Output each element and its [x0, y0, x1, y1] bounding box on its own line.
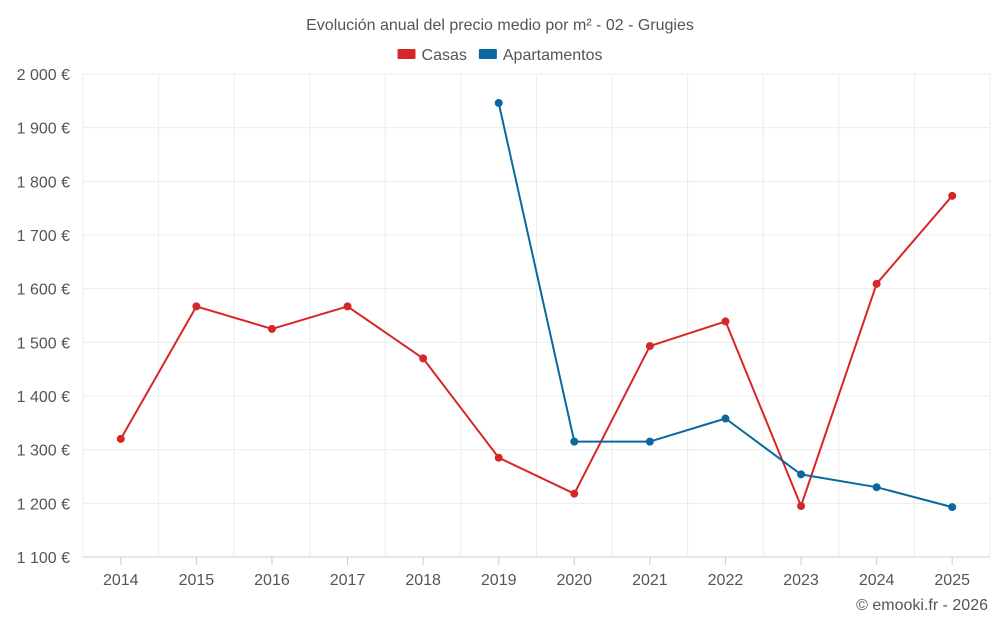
x-tick-label: 2018 — [405, 572, 441, 589]
data-point-casas[interactable] — [721, 317, 730, 326]
y-axis-ticks: 1 100 € 1 200 € 1 300 € 1 400 € 1 500 € 1 600… — [17, 67, 70, 567]
data-point-apartamentos[interactable] — [872, 483, 881, 492]
data-point-apartamentos[interactable] — [494, 98, 503, 107]
x-tick-label: 2023 — [783, 572, 819, 589]
x-tick-label: 2021 — [632, 572, 668, 589]
series-line-casas — [119, 195, 953, 507]
x-tick-label: 2016 — [254, 572, 290, 589]
data-point-casas[interactable] — [116, 434, 125, 443]
y-tick-label: 1 800 € — [17, 174, 70, 191]
data-point-apartamentos[interactable] — [797, 470, 806, 479]
series-casas — [116, 191, 957, 511]
x-tick-label: 2017 — [330, 572, 366, 589]
data-point-casas[interactable] — [948, 191, 957, 200]
y-tick-label: 1 500 € — [17, 335, 70, 352]
data-point-casas[interactable] — [797, 502, 806, 511]
x-tick-label: 2020 — [556, 572, 592, 589]
y-tick-label: 1 900 € — [17, 121, 70, 138]
series-line-apartamentos — [497, 102, 953, 509]
data-point-casas[interactable] — [570, 489, 579, 498]
data-point-casas[interactable] — [872, 279, 881, 288]
y-tick-label: 1 200 € — [17, 496, 70, 513]
y-tick-label: 1 700 € — [17, 228, 70, 245]
y-tick-label: 1 600 € — [17, 282, 70, 299]
chart-title: Evolución anual del precio medio por m² … — [306, 17, 694, 34]
legend-label: Apartamentos — [503, 47, 603, 64]
x-tick-label: 2019 — [481, 572, 517, 589]
legend-swatch — [397, 49, 416, 59]
x-tick-label: 2024 — [859, 572, 895, 589]
grid — [82, 73, 991, 558]
legend-item-casas[interactable]: Casas — [397, 47, 467, 64]
series-group — [116, 98, 957, 512]
x-tick-label: 2015 — [179, 572, 215, 589]
y-tick-label: 1 100 € — [17, 550, 70, 567]
y-tick-label: 2 000 € — [17, 67, 70, 84]
x-tick-label: 2014 — [103, 572, 139, 589]
y-tick-label: 1 400 € — [17, 389, 70, 406]
x-tick-label: 2025 — [934, 572, 970, 589]
data-point-casas[interactable] — [343, 302, 352, 311]
x-axis-ticks: 2014 2015 2016 2017 2018 2019 2020 2021 2022 2023… — [103, 557, 970, 589]
data-point-casas[interactable] — [494, 453, 503, 462]
data-point-casas[interactable] — [267, 324, 276, 333]
legend-item-apartamentos[interactable]: Apartamentos — [478, 47, 603, 64]
data-point-apartamentos[interactable] — [570, 437, 579, 446]
data-point-casas[interactable] — [419, 354, 428, 363]
legend-label: Casas — [422, 47, 467, 64]
series-apartamentos — [494, 98, 957, 512]
data-point-casas[interactable] — [645, 342, 654, 351]
y-tick-label: 1 300 € — [17, 443, 70, 460]
legend-swatch — [478, 49, 497, 59]
credit-text: © emooki.fr - 2026 — [856, 597, 988, 614]
data-point-apartamentos[interactable] — [645, 437, 654, 446]
data-point-apartamentos[interactable] — [948, 503, 957, 512]
x-tick-label: 2022 — [708, 572, 744, 589]
legend: Casas Apartamentos — [397, 47, 603, 64]
data-point-apartamentos[interactable] — [721, 414, 730, 423]
data-point-casas[interactable] — [192, 302, 201, 311]
